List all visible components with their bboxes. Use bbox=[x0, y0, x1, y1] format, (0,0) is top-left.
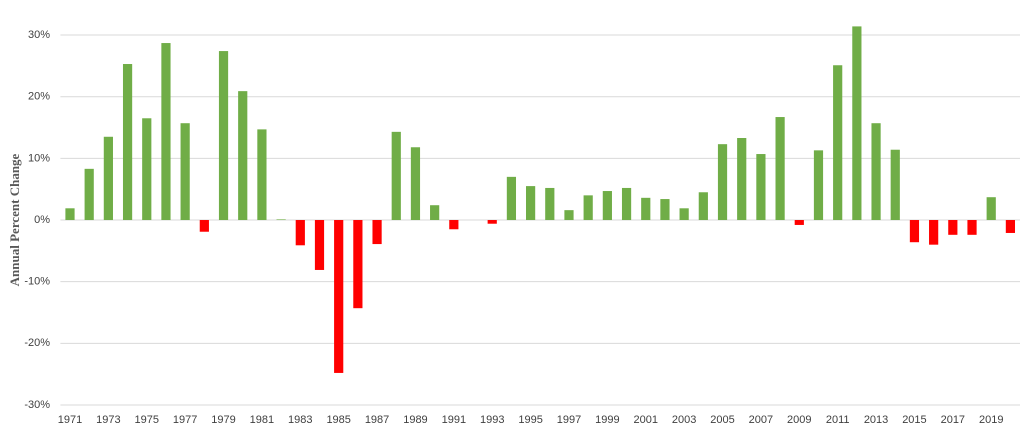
bar bbox=[142, 118, 152, 221]
x-tick-label: 2013 bbox=[864, 414, 888, 426]
bar bbox=[641, 197, 651, 221]
y-tick-label: 10% bbox=[28, 152, 50, 164]
x-tick-label: 1981 bbox=[250, 414, 274, 426]
bar bbox=[545, 187, 555, 221]
x-tick-label: 1985 bbox=[326, 414, 350, 426]
x-tick-label: 2011 bbox=[826, 414, 850, 426]
bar bbox=[564, 210, 574, 221]
bar bbox=[295, 220, 305, 246]
bar bbox=[698, 192, 708, 221]
x-tick-label: 1997 bbox=[557, 414, 581, 426]
bar bbox=[391, 131, 401, 221]
x-tick-label: 1991 bbox=[442, 414, 466, 426]
bar bbox=[218, 51, 229, 221]
bar bbox=[871, 123, 881, 221]
y-tick-label: 20% bbox=[28, 91, 50, 103]
x-tick-label: 1995 bbox=[518, 414, 542, 426]
bar bbox=[334, 220, 344, 373]
bar bbox=[487, 220, 497, 224]
bar bbox=[852, 26, 862, 221]
y-tick-label: -10% bbox=[24, 276, 50, 288]
bar bbox=[84, 168, 94, 221]
y-tick-label: 30% bbox=[28, 29, 50, 41]
x-tick-label: 1977 bbox=[173, 414, 197, 426]
x-tick-label: 2009 bbox=[787, 414, 811, 426]
x-tick-label: 2019 bbox=[979, 414, 1003, 426]
x-tick-label: 1971 bbox=[58, 414, 82, 426]
bar bbox=[199, 220, 209, 232]
bar bbox=[621, 187, 632, 221]
bar bbox=[583, 195, 593, 221]
x-tick-label: 1999 bbox=[595, 414, 619, 426]
y-tick-label: -30% bbox=[24, 399, 50, 411]
x-tick-label: 2003 bbox=[672, 414, 696, 426]
x-tick-label: 2007 bbox=[749, 414, 773, 426]
bar bbox=[103, 136, 113, 221]
bar bbox=[257, 129, 267, 221]
x-tick-label: 1983 bbox=[288, 414, 312, 426]
bar bbox=[353, 220, 363, 309]
x-tick-label: 1973 bbox=[96, 414, 120, 426]
bar bbox=[122, 64, 133, 221]
bar bbox=[276, 219, 286, 221]
bar bbox=[967, 220, 977, 235]
x-tick-label: 1989 bbox=[403, 414, 427, 426]
bar bbox=[929, 220, 939, 245]
bar bbox=[737, 138, 747, 221]
bar bbox=[410, 147, 421, 221]
bar bbox=[430, 205, 440, 221]
x-tick-label: 2017 bbox=[941, 414, 965, 426]
bar bbox=[65, 208, 75, 221]
x-tick-label: 1993 bbox=[480, 414, 504, 426]
bar bbox=[1005, 220, 1016, 233]
bar bbox=[775, 117, 785, 221]
x-tick-label: 1975 bbox=[135, 414, 159, 426]
y-tick-label: -20% bbox=[24, 337, 50, 349]
x-tick-label: 2015 bbox=[902, 414, 926, 426]
bar bbox=[506, 176, 517, 221]
bar bbox=[909, 220, 920, 243]
bar bbox=[372, 220, 382, 245]
bar bbox=[794, 220, 804, 225]
y-axis-label: Annual Percent Change bbox=[7, 153, 22, 286]
bar bbox=[717, 144, 728, 221]
bar bbox=[161, 43, 171, 221]
x-tick-label: 2005 bbox=[710, 414, 734, 426]
bar bbox=[449, 220, 459, 230]
x-tick-label: 1979 bbox=[211, 414, 235, 426]
bar bbox=[833, 65, 843, 221]
bar bbox=[314, 220, 325, 270]
bar bbox=[756, 154, 766, 221]
bar bbox=[986, 197, 996, 221]
x-tick-label: 2001 bbox=[634, 414, 658, 426]
bar bbox=[890, 149, 900, 221]
bar bbox=[948, 220, 958, 235]
bar bbox=[679, 208, 689, 221]
x-tick-label: 1987 bbox=[365, 414, 389, 426]
y-tick-label: 0% bbox=[34, 214, 50, 226]
bar bbox=[526, 186, 536, 221]
bar bbox=[813, 150, 824, 221]
bar bbox=[180, 123, 190, 221]
bar bbox=[238, 91, 248, 221]
bar bbox=[660, 199, 670, 221]
bar bbox=[602, 191, 612, 221]
